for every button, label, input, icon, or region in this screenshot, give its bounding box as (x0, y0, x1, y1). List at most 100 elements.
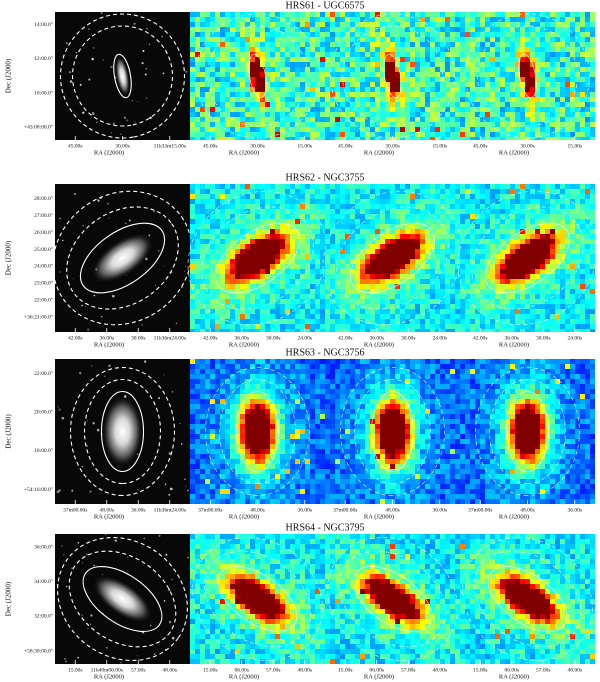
pixel (555, 294, 560, 299)
pixel (300, 57, 305, 62)
pixel (260, 117, 265, 122)
pixel (540, 184, 545, 189)
pixel (450, 72, 455, 77)
pixel (400, 194, 405, 199)
pixel (495, 122, 500, 127)
pixel (575, 62, 580, 67)
pixel (415, 127, 420, 132)
pixel (515, 194, 520, 199)
pixel (210, 92, 215, 97)
pixel (455, 132, 460, 137)
pixel (235, 229, 240, 234)
star (89, 490, 92, 493)
pixel (235, 52, 240, 57)
pixel (305, 229, 310, 234)
pixel (320, 224, 325, 229)
pixel (330, 67, 335, 72)
pixel (545, 127, 550, 132)
pixel (590, 92, 595, 97)
pixel (455, 102, 460, 107)
pixel (440, 52, 445, 57)
pixel (505, 239, 510, 244)
pixel (260, 254, 265, 259)
pixel (340, 189, 345, 194)
pixel (580, 204, 585, 209)
pixel (220, 359, 225, 364)
pixel (390, 199, 395, 204)
pixel (255, 274, 260, 279)
pixel (240, 254, 245, 259)
pixel (270, 52, 275, 57)
pixel (310, 319, 315, 324)
pixel (535, 52, 540, 57)
x-tick-label: 30.00s (131, 335, 146, 341)
pixel (585, 299, 590, 304)
pixel (430, 97, 435, 102)
pixel (385, 269, 390, 274)
pixel (240, 127, 245, 132)
pixel (280, 67, 285, 72)
pixel (355, 112, 360, 117)
pixel (195, 259, 200, 264)
pixel (210, 364, 215, 369)
pixel (395, 17, 400, 22)
pixel (330, 42, 335, 47)
pixel (195, 12, 200, 17)
star (92, 422, 95, 425)
pixel (575, 189, 580, 194)
star (126, 119, 129, 122)
x-tick-label: 42.00s (338, 335, 353, 341)
pixel (260, 132, 265, 137)
pixel (530, 57, 535, 62)
pixel (560, 117, 565, 122)
pixel (370, 319, 375, 324)
pixel (520, 309, 525, 314)
pixel (475, 269, 480, 274)
pixel (435, 97, 440, 102)
pixel (510, 249, 515, 254)
pixel (200, 369, 205, 374)
pixel (345, 67, 350, 72)
pixel (380, 229, 385, 234)
pixel (390, 309, 395, 314)
pixel (365, 62, 370, 67)
pixel (575, 209, 580, 214)
pixel (310, 299, 315, 304)
pixel (265, 137, 270, 140)
pixel (350, 97, 355, 102)
pixel (365, 47, 370, 52)
pixel (560, 199, 565, 204)
pixel (435, 77, 440, 82)
pixel (315, 304, 320, 309)
pixel (460, 314, 465, 319)
pixel (210, 314, 215, 319)
pixel (415, 62, 420, 67)
pixel (495, 47, 500, 52)
pixel (240, 47, 245, 52)
pixel (360, 274, 365, 279)
pixel (515, 97, 520, 102)
pixel (385, 244, 390, 249)
pixel (245, 249, 250, 254)
pixel (245, 254, 250, 259)
pixel (390, 229, 395, 234)
pixel (385, 117, 390, 122)
pixel (570, 239, 575, 244)
star (180, 443, 183, 445)
pixel (245, 294, 250, 299)
pixel (570, 299, 575, 304)
pixel (485, 127, 490, 132)
pixel (485, 32, 490, 37)
pixel (255, 27, 260, 32)
pixel (380, 67, 385, 72)
star (58, 408, 61, 411)
pixel (215, 259, 220, 264)
star (82, 111, 85, 114)
pixel (395, 314, 400, 319)
background-annulus-inner (336, 206, 449, 310)
pixel (240, 309, 245, 314)
pixel (205, 102, 210, 107)
pixel (245, 137, 250, 140)
pixel (470, 184, 475, 189)
x-tick-label: 15.00s (432, 143, 447, 149)
